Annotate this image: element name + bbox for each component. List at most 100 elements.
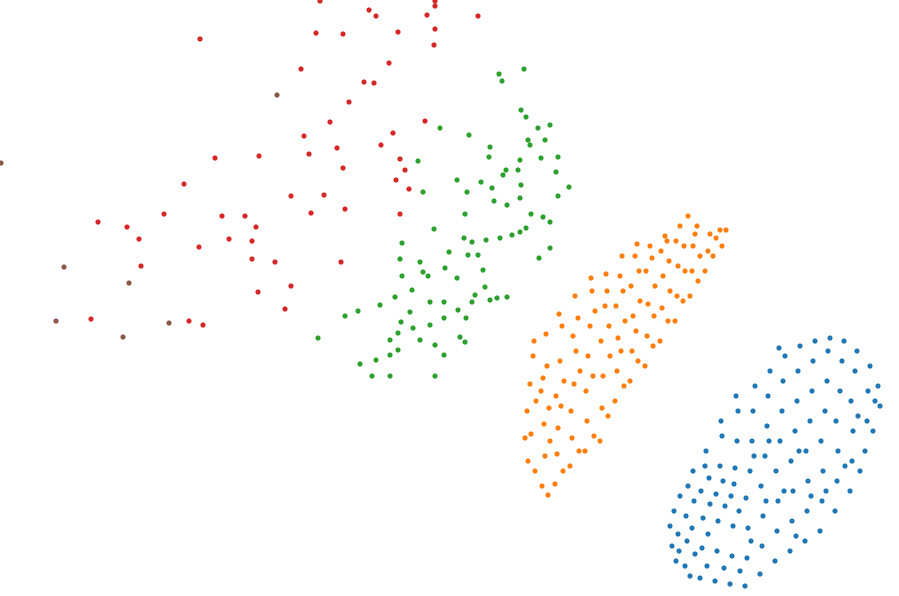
data-point (673, 558, 679, 564)
data-point (377, 302, 383, 308)
data-point (736, 508, 742, 514)
data-point (399, 240, 405, 246)
data-point (533, 398, 539, 404)
data-point (535, 125, 541, 131)
data-point (196, 244, 202, 250)
data-point (587, 323, 593, 329)
data-point (775, 498, 781, 504)
data-point (762, 453, 768, 459)
data-point (600, 373, 606, 379)
data-point (760, 513, 766, 519)
data-point (397, 256, 403, 262)
data-point (589, 288, 595, 294)
data-point (427, 322, 433, 328)
data-point (657, 338, 663, 344)
data-point (788, 458, 794, 464)
data-point (852, 368, 858, 374)
data-point (373, 13, 379, 19)
data-point (355, 308, 361, 314)
data-point (763, 498, 769, 504)
data-point (632, 253, 638, 259)
data-point (480, 267, 486, 273)
data-point (604, 288, 610, 294)
data-point (872, 398, 878, 404)
data-point (669, 543, 675, 549)
series-2 (315, 66, 572, 379)
data-point (566, 184, 572, 190)
data-point (568, 408, 574, 414)
data-point (557, 358, 563, 364)
data-point (120, 334, 126, 340)
data-point (730, 523, 736, 529)
data-point (683, 513, 689, 519)
data-point (482, 284, 488, 290)
data-point (642, 363, 648, 369)
data-point (671, 508, 677, 514)
data-point (340, 165, 346, 171)
data-point (585, 353, 591, 359)
data-point (547, 219, 553, 225)
data-point (509, 232, 515, 238)
data-point (867, 363, 873, 369)
data-point (834, 478, 840, 484)
data-point (792, 428, 798, 434)
data-point (744, 555, 750, 561)
data-point (758, 483, 764, 489)
data-point (432, 342, 438, 348)
data-point (748, 538, 754, 544)
data-point (524, 408, 530, 414)
data-point (417, 337, 423, 343)
data-point (483, 237, 489, 243)
data-point (643, 268, 649, 274)
data-point (702, 463, 708, 469)
data-point (432, 26, 438, 32)
data-point (255, 289, 261, 295)
data-point (590, 373, 596, 379)
data-point (787, 548, 793, 554)
data-point (658, 248, 664, 254)
data-point (722, 503, 728, 509)
data-point (677, 223, 683, 229)
data-point (212, 155, 218, 161)
data-point (749, 438, 755, 444)
data-point (538, 388, 544, 394)
data-point (759, 543, 765, 549)
data-point (649, 255, 655, 261)
data-point (707, 231, 713, 237)
data-point (849, 458, 855, 464)
data-point (674, 293, 680, 299)
data-point (848, 398, 854, 404)
data-point (685, 213, 691, 219)
data-point (410, 325, 416, 331)
data-point (441, 299, 447, 305)
series-1 (522, 213, 729, 498)
data-point (496, 71, 502, 77)
data-point (650, 343, 656, 349)
data-point (138, 263, 144, 269)
data-point (317, 0, 323, 4)
data-point (676, 548, 682, 554)
data-point (619, 253, 625, 259)
data-point (515, 167, 521, 173)
data-point (572, 293, 578, 299)
series-3 (88, 0, 481, 328)
data-point (839, 358, 845, 364)
data-point (525, 137, 531, 143)
data-point (733, 393, 739, 399)
data-point (547, 122, 553, 128)
data-point (200, 322, 206, 328)
data-point (366, 7, 372, 13)
data-point (757, 571, 763, 577)
data-point (486, 154, 492, 160)
data-point (824, 378, 830, 384)
data-point (504, 202, 510, 208)
data-point (687, 573, 693, 579)
data-point (545, 492, 551, 498)
data-point (569, 435, 575, 441)
data-point (713, 235, 719, 241)
data-point (795, 368, 801, 374)
data-point (544, 363, 550, 369)
data-point (465, 252, 471, 258)
data-point (818, 438, 824, 444)
